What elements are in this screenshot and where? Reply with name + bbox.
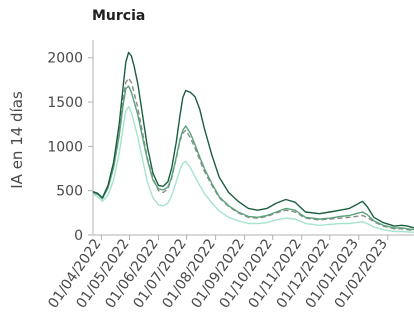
y-tick-label: 0 — [74, 228, 83, 244]
y-tick-label: 500 — [56, 184, 83, 200]
series-line — [92, 85, 414, 231]
chart-title: Murcia — [92, 8, 146, 24]
y-tick-label: 1500 — [47, 95, 83, 111]
series-layer — [92, 51, 414, 233]
y-axis-label: IA en 14 días — [8, 91, 26, 189]
series-line — [92, 105, 414, 233]
y-tick-label: 2000 — [47, 51, 83, 67]
y-tick-label: 1000 — [47, 139, 83, 155]
x-axis: 01/04/202201/05/202201/06/202201/07/2022… — [45, 234, 414, 311]
series-line — [92, 51, 414, 229]
series-line — [92, 77, 414, 232]
y-axis: 0 500 1000 1500 2000 — [47, 40, 94, 244]
